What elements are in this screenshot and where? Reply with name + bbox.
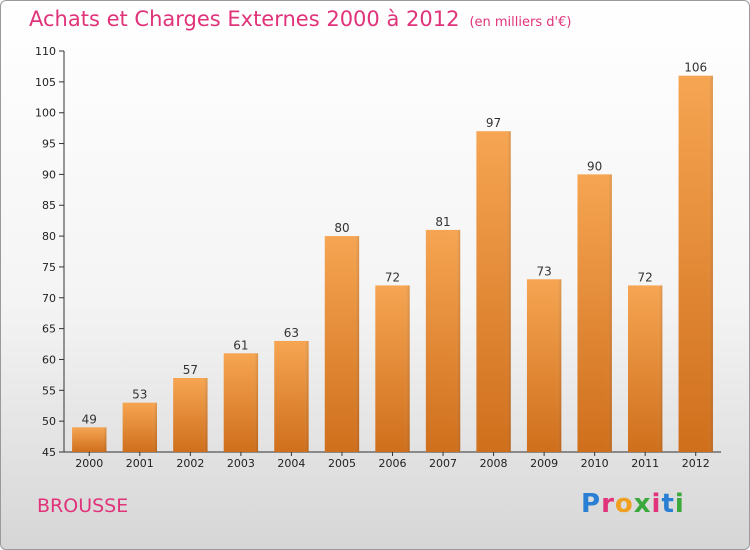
chart-data-labels: 49 53 57 61 63 80 72 81 97 73 90 72 106 — [82, 61, 708, 427]
y-tick-label: 75 — [42, 261, 56, 274]
y-tick-label: 110 — [35, 45, 56, 58]
data-label-2004: 63 — [284, 326, 299, 340]
logo-letter: r — [601, 489, 615, 519]
bar-shade-2003 — [223, 353, 259, 452]
x-tick-label: 2010 — [581, 457, 609, 470]
bar-shade-2009 — [526, 279, 562, 452]
data-label-2001: 53 — [132, 388, 147, 402]
bar-shade-2001 — [122, 402, 157, 452]
data-label-2003: 61 — [233, 338, 248, 352]
bar-shade-2000 — [72, 427, 107, 452]
y-tick-label: 90 — [42, 168, 56, 181]
chart-title: Achats et Charges Externes 2000 à 2012 (e… — [29, 7, 571, 31]
y-tick-label: 95 — [42, 138, 56, 151]
data-label-2000: 49 — [82, 412, 97, 426]
bar-shade-2005 — [324, 236, 360, 452]
commune-name: BROUSSE — [37, 495, 129, 517]
bar-shade-2007 — [425, 229, 461, 452]
data-label-2012: 106 — [684, 61, 707, 75]
y-tick-label: 60 — [42, 353, 56, 366]
chart-bars — [72, 75, 713, 452]
data-label-2010: 90 — [587, 159, 602, 173]
logo-letter: i — [674, 489, 685, 519]
data-label-2002: 57 — [183, 363, 198, 377]
bar-shade-2008 — [476, 131, 511, 452]
data-label-2007: 81 — [435, 215, 450, 229]
bar-shade-2006 — [375, 285, 410, 452]
x-tick-label: 2011 — [631, 457, 659, 470]
bar-shade-2010 — [577, 174, 612, 452]
x-tick-label: 2004 — [277, 457, 305, 470]
logo-letter: i — [651, 489, 662, 519]
x-tick-label: 2006 — [379, 457, 407, 470]
y-tick-label: 70 — [42, 292, 56, 305]
x-tick-label: 2009 — [530, 457, 558, 470]
y-tick-label: 65 — [42, 323, 56, 336]
proxiti-logo: Proxiti — [581, 489, 685, 519]
y-tick-label: 50 — [42, 415, 56, 428]
logo-letter: o — [614, 489, 634, 519]
data-label-2009: 73 — [536, 264, 551, 278]
x-tick-label: 2002 — [176, 457, 204, 470]
x-tick-label: 2012 — [682, 457, 710, 470]
x-tick-label: 2001 — [126, 457, 154, 470]
bar-shade-2011 — [628, 285, 663, 452]
y-tick-label: 55 — [42, 384, 56, 397]
data-label-2005: 80 — [334, 221, 349, 235]
y-tick-label: 85 — [42, 199, 56, 212]
x-tick-label: 2008 — [480, 457, 508, 470]
chart-axes: 45 50 55 60 65 70 75 80 85 90 95 100 105 110 2000 2001 2… — [35, 45, 721, 470]
chart-title-text: Achats et Charges Externes 2000 à 2012 — [29, 7, 460, 31]
x-tick-label: 2003 — [227, 457, 255, 470]
y-tick-label: 105 — [35, 76, 56, 89]
y-tick-label: 100 — [35, 107, 56, 120]
x-tick-label: 2007 — [429, 457, 457, 470]
x-tick-label: 2000 — [75, 457, 103, 470]
bar-shade-2012 — [678, 75, 713, 452]
bar-shade-2002 — [173, 377, 208, 452]
data-label-2011: 72 — [638, 270, 653, 284]
logo-letter: x — [633, 489, 652, 519]
bar-shade-2004 — [274, 340, 309, 452]
x-tick-label: 2005 — [328, 457, 356, 470]
data-label-2006: 72 — [385, 270, 400, 284]
y-tick-label: 80 — [42, 230, 56, 243]
logo-letter: P — [581, 489, 602, 519]
logo-letter: t — [661, 489, 675, 519]
chart-unit-label: (en milliers d'€) — [469, 15, 572, 30]
data-label-2008: 97 — [486, 116, 501, 130]
y-tick-label: 45 — [42, 446, 56, 459]
